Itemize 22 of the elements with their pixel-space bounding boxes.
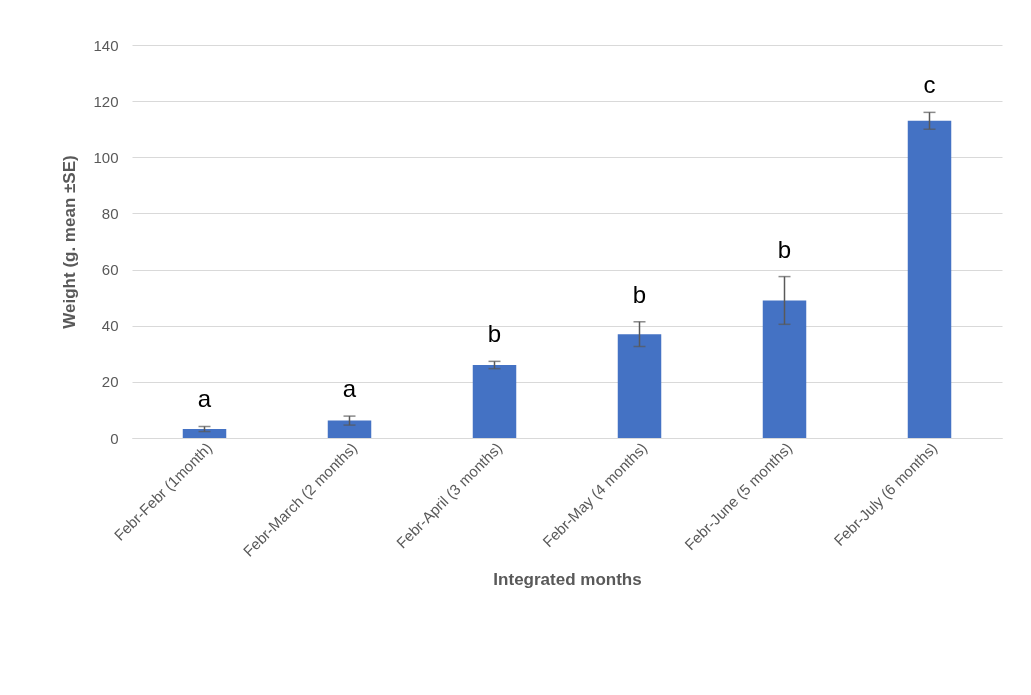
x-axis-title: Integrated months [493,569,642,589]
y-tick-label: 140 [93,36,119,54]
annotation: b [777,235,792,263]
annotation: a [197,385,212,413]
bar [617,334,662,438]
y-tick-label: 80 [101,204,119,222]
y-tick-label: 0 [110,429,119,447]
annotation: c [923,71,936,99]
bar [472,365,517,438]
annotation: b [487,320,502,348]
y-tick-label: 40 [101,317,119,335]
annotation: a [342,375,357,403]
annotation: b [632,280,647,308]
bar [907,120,952,438]
bar [182,429,227,438]
bar [327,420,372,438]
y-tick-label: 60 [101,261,119,279]
y-tick-label: 100 [93,148,119,166]
y-axis-title: Weight (g. mean ±SE) [60,155,80,329]
y-tick-label: 20 [101,373,119,391]
y-tick-label: 120 [93,92,119,110]
bar [762,300,807,438]
